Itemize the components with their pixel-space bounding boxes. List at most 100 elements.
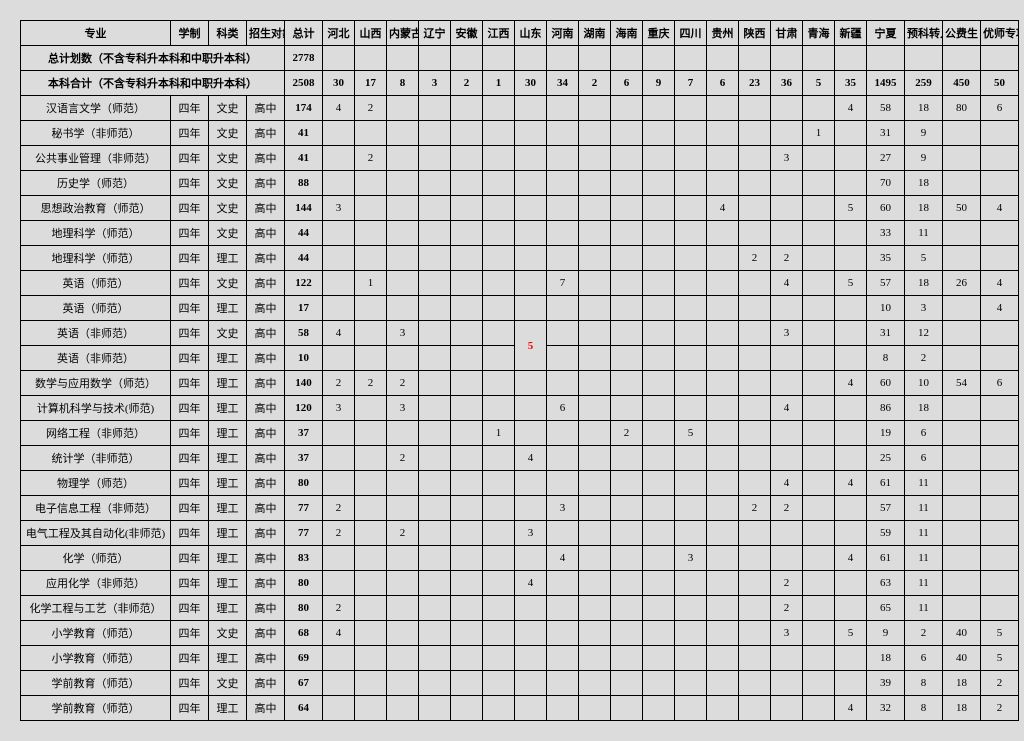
cell: 2 xyxy=(981,671,1019,696)
cell xyxy=(515,46,547,71)
cell xyxy=(515,546,547,571)
cell xyxy=(675,171,707,196)
header-category: 科类 xyxy=(209,21,247,46)
cell xyxy=(803,546,835,571)
cell: 2 xyxy=(387,521,419,546)
cell xyxy=(611,471,643,496)
cell xyxy=(419,146,451,171)
target-cell: 高中 xyxy=(247,196,285,221)
cell: 2 xyxy=(771,246,803,271)
cell: 5 xyxy=(835,621,867,646)
category-cell: 理工 xyxy=(209,446,247,471)
cell xyxy=(739,171,771,196)
cell xyxy=(547,471,579,496)
cell xyxy=(835,521,867,546)
cell xyxy=(675,396,707,421)
cell xyxy=(419,446,451,471)
cell xyxy=(611,521,643,546)
cell: 4 xyxy=(515,571,547,596)
cell xyxy=(643,146,675,171)
cell xyxy=(643,596,675,621)
cell xyxy=(579,571,611,596)
cell: 3 xyxy=(771,146,803,171)
header-province: 内蒙古 xyxy=(387,21,419,46)
header-province: 河北 xyxy=(323,21,355,46)
target-cell: 高中 xyxy=(247,121,285,146)
category-cell: 文史 xyxy=(209,321,247,346)
category-cell: 理工 xyxy=(209,646,247,671)
cell xyxy=(579,221,611,246)
cell xyxy=(771,696,803,721)
cell: 10 xyxy=(867,296,905,321)
cell xyxy=(771,221,803,246)
cell xyxy=(323,421,355,446)
cell xyxy=(981,596,1019,621)
cell xyxy=(547,196,579,221)
cell xyxy=(675,471,707,496)
cell xyxy=(419,196,451,221)
cell: 23 xyxy=(739,71,771,96)
cell xyxy=(835,671,867,696)
cell xyxy=(611,396,643,421)
cell: 40 xyxy=(943,621,981,646)
total-cell: 44 xyxy=(285,221,323,246)
cell xyxy=(547,421,579,446)
cell xyxy=(451,171,483,196)
duration-cell: 四年 xyxy=(171,496,209,521)
header-province: 江西 xyxy=(483,21,515,46)
cell xyxy=(675,371,707,396)
cell xyxy=(547,696,579,721)
cell xyxy=(675,296,707,321)
cell xyxy=(707,121,739,146)
cell: 4 xyxy=(835,471,867,496)
cell xyxy=(739,221,771,246)
cell xyxy=(419,471,451,496)
header-province: 青海 xyxy=(803,21,835,46)
target-cell: 高中 xyxy=(247,696,285,721)
cell xyxy=(707,396,739,421)
table-row: 应用化学（非师范） 四年 理工 高中 80426311 xyxy=(21,571,1019,596)
cell xyxy=(835,321,867,346)
cell xyxy=(611,446,643,471)
cell xyxy=(579,671,611,696)
cell xyxy=(643,121,675,146)
table-row: 网络工程（非师范） 四年 理工 高中 37125196 xyxy=(21,421,1019,446)
cell xyxy=(707,146,739,171)
total-cell: 41 xyxy=(285,121,323,146)
cell: 2 xyxy=(387,371,419,396)
cell xyxy=(579,196,611,221)
cell: 35 xyxy=(835,71,867,96)
category-cell: 文史 xyxy=(209,121,247,146)
cell xyxy=(547,646,579,671)
cell xyxy=(515,396,547,421)
duration-cell: 四年 xyxy=(171,571,209,596)
cell: 18 xyxy=(867,646,905,671)
major-cell: 汉语言文学（师范） xyxy=(21,96,171,121)
cell xyxy=(387,671,419,696)
cell xyxy=(771,196,803,221)
cell xyxy=(835,496,867,521)
cell xyxy=(643,171,675,196)
cell xyxy=(771,671,803,696)
cell: 4 xyxy=(835,696,867,721)
cell xyxy=(579,521,611,546)
cell xyxy=(387,421,419,446)
cell xyxy=(419,171,451,196)
cell xyxy=(707,296,739,321)
cell: 9 xyxy=(905,146,943,171)
major-cell: 英语（师范） xyxy=(21,271,171,296)
cell xyxy=(943,521,981,546)
cell xyxy=(675,671,707,696)
cell xyxy=(611,346,643,371)
cell xyxy=(739,621,771,646)
table-header: 专业 学制 科类 招生对象 总计 河北 山西 内蒙古 辽宁 安徽 江西 山东 河… xyxy=(21,21,1019,46)
cell xyxy=(981,146,1019,171)
cell xyxy=(611,96,643,121)
category-cell: 理工 xyxy=(209,371,247,396)
cell xyxy=(451,246,483,271)
cell xyxy=(547,321,579,346)
cell xyxy=(483,446,515,471)
cell: 6 xyxy=(905,446,943,471)
cell xyxy=(707,521,739,546)
cell xyxy=(643,296,675,321)
